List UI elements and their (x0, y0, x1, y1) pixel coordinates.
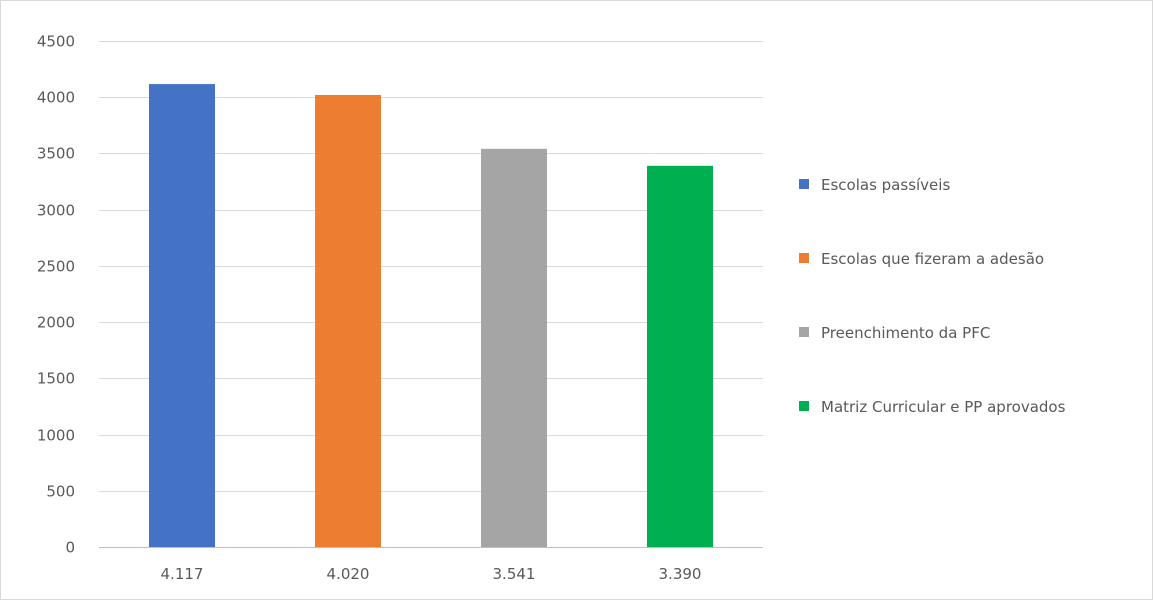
y-tick-label: 2000 (37, 314, 75, 332)
x-category-label: 4.117 (161, 565, 204, 583)
y-tick-label: 500 (46, 483, 75, 501)
legend-swatch (799, 327, 809, 337)
legend-label: Escolas passíveis (821, 176, 950, 194)
legend-label: Matriz Curricular e PP aprovados (821, 398, 1066, 416)
y-tick-label: 0 (65, 539, 75, 557)
x-category-label: 3.541 (493, 565, 536, 583)
bar (481, 148, 547, 547)
legend-item: Preenchimento da PFC (799, 324, 990, 342)
legend: Escolas passíveis Escolas que fizeram a a… (799, 176, 1066, 416)
bars (149, 84, 713, 548)
x-category-label: 3.390 (659, 565, 702, 583)
legend-swatch (799, 179, 809, 189)
y-axis-ticks: 0 500 1000 1500 2000 2500 3000 3500 4000 4500 (37, 33, 75, 557)
y-tick-label: 1500 (37, 370, 75, 388)
y-tick-label: 3000 (37, 202, 75, 220)
bar (647, 165, 713, 547)
bar (149, 84, 215, 547)
legend-label: Escolas que fizeram a adesão (821, 250, 1044, 268)
legend-item: Escolas que fizeram a adesão (799, 250, 1044, 268)
bar (315, 94, 381, 548)
legend-swatch (799, 253, 809, 263)
legend-label: Preenchimento da PFC (821, 324, 990, 342)
legend-item: Matriz Curricular e PP aprovados (799, 398, 1066, 416)
y-tick-label: 4000 (37, 89, 75, 107)
x-axis-labels: 4.117 4.020 3.541 3.390 (161, 565, 702, 583)
y-tick-label: 4500 (37, 33, 75, 51)
legend-swatch (799, 401, 809, 411)
legend-item: Escolas passíveis (799, 176, 950, 194)
y-tick-label: 2500 (37, 258, 75, 276)
y-tick-label: 1000 (37, 427, 75, 445)
x-category-label: 4.020 (327, 565, 370, 583)
y-tick-label: 3500 (37, 145, 75, 163)
